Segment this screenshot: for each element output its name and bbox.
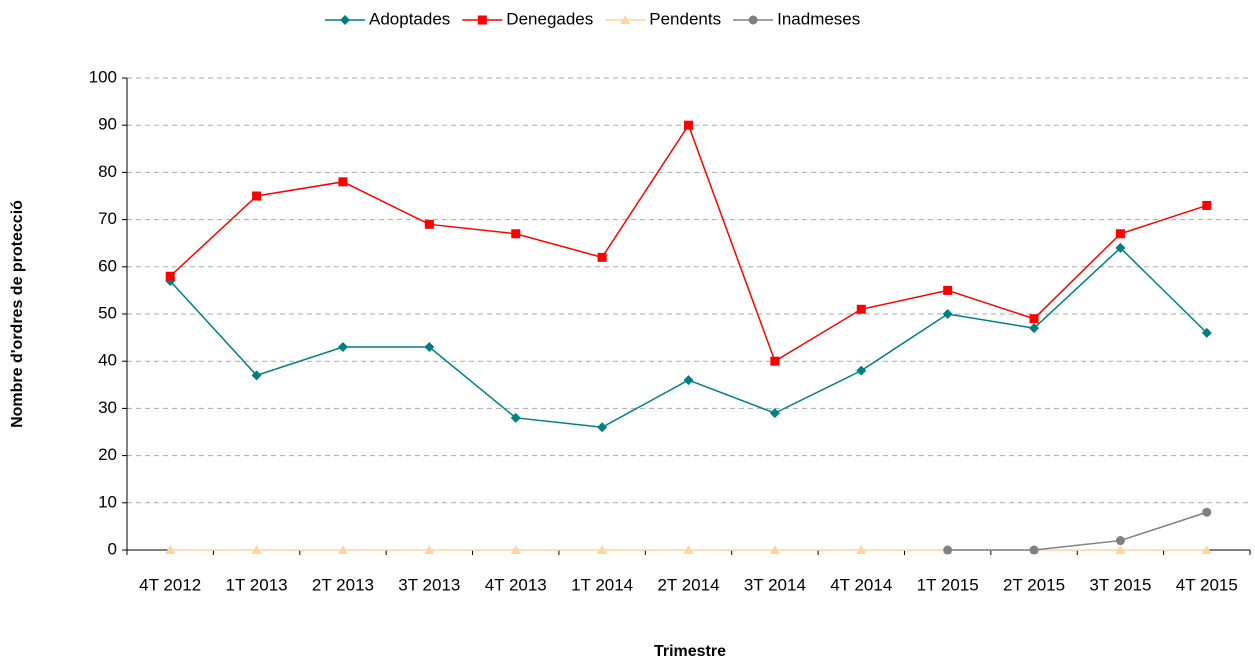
- x-tick-label: 4T 2012: [139, 575, 201, 594]
- y-tick-label: 60: [98, 256, 117, 275]
- legend-marker: [748, 15, 758, 25]
- legend-marker: [477, 15, 487, 25]
- data-point: [683, 545, 694, 554]
- x-tick-label: 4T 2014: [830, 575, 892, 594]
- series-line: [947, 511, 1208, 551]
- y-tick-label: 80: [98, 162, 117, 181]
- data-point: [1029, 323, 1040, 334]
- legend-label: Adoptades: [369, 9, 450, 28]
- data-point: [510, 545, 521, 554]
- data-point: [510, 412, 521, 423]
- data-point: [338, 177, 348, 187]
- data-point: [1202, 200, 1212, 210]
- data-point: [511, 229, 521, 239]
- x-tick-label: 1T 2015: [917, 575, 979, 594]
- data-point: [1029, 314, 1039, 324]
- data-point: [597, 252, 607, 262]
- x-tick-label: 3T 2013: [398, 575, 460, 594]
- data-point: [943, 545, 953, 555]
- data-point: [856, 304, 866, 314]
- data-point: [769, 408, 780, 419]
- y-tick-label: 70: [98, 209, 117, 228]
- data-point: [424, 342, 435, 353]
- x-tick-label: 2T 2014: [657, 575, 719, 594]
- data-point: [424, 545, 435, 554]
- series-line: [169, 123, 1208, 363]
- y-tick-label: 0: [108, 539, 117, 558]
- data-point: [1029, 545, 1039, 555]
- x-tick-label: 4T 2015: [1176, 575, 1238, 594]
- x-tick-label: 2T 2013: [312, 575, 374, 594]
- y-tick-label: 40: [98, 351, 117, 370]
- data-point: [165, 545, 176, 554]
- x-tick-label: 3T 2014: [744, 575, 806, 594]
- data-point: [1115, 536, 1125, 546]
- y-tick-label: 50: [98, 303, 117, 322]
- series-line: [169, 246, 1208, 429]
- data-point: [337, 342, 348, 353]
- data-point: [337, 545, 348, 554]
- data-point: [1201, 327, 1212, 338]
- legend-label: Denegades: [506, 9, 593, 28]
- data-point: [770, 356, 780, 366]
- data-point: [856, 365, 867, 376]
- x-axis-label: Trimestre: [654, 643, 726, 660]
- data-point: [684, 120, 693, 130]
- data-point: [424, 219, 434, 229]
- legend-label: Pendents: [649, 9, 721, 28]
- y-tick-label: 20: [98, 445, 117, 464]
- data-point: [252, 191, 262, 201]
- x-tick-label: 1T 2014: [571, 575, 633, 594]
- y-tick-label: 30: [98, 398, 117, 417]
- x-tick-label: 4T 2013: [485, 575, 547, 594]
- data-point: [683, 375, 694, 386]
- data-point: [1202, 507, 1212, 517]
- data-point: [597, 545, 608, 554]
- y-tick-label: 10: [98, 492, 117, 511]
- y-tick-label: 90: [98, 115, 117, 134]
- legend-marker: [340, 15, 350, 25]
- x-tick-label: 1T 2013: [226, 575, 288, 594]
- y-axis-label: Nombre d'ordres de protecció: [9, 200, 26, 428]
- data-point: [251, 545, 262, 554]
- y-tick-label: 100: [89, 67, 117, 86]
- data-point: [769, 545, 780, 554]
- data-point: [1115, 229, 1125, 239]
- data-point: [165, 271, 175, 281]
- legend-label: Inadmeses: [777, 9, 860, 28]
- legend-marker: [620, 15, 631, 24]
- data-point: [597, 422, 608, 433]
- data-point: [942, 309, 953, 319]
- x-tick-label: 3T 2015: [1089, 575, 1151, 594]
- data-point: [856, 545, 867, 554]
- data-point: [1201, 545, 1212, 554]
- data-point: [943, 285, 953, 295]
- x-tick-label: 2T 2015: [1003, 575, 1065, 594]
- data-point: [251, 370, 262, 381]
- data-point: [1115, 242, 1126, 253]
- data-point: [1115, 545, 1126, 554]
